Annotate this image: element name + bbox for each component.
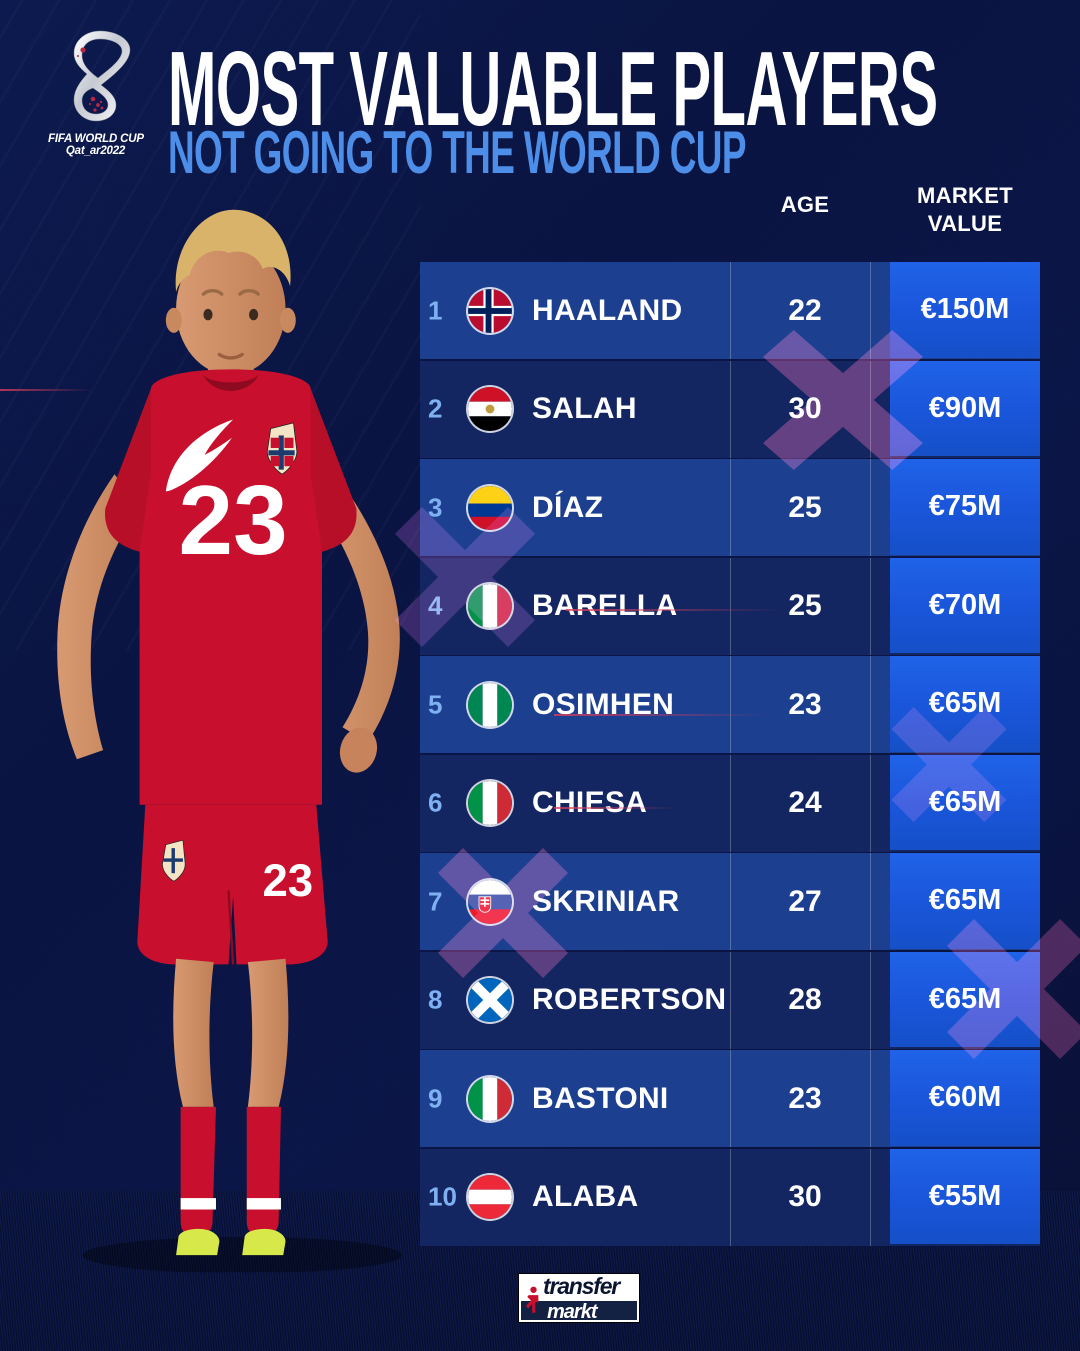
svg-text:23: 23: [179, 465, 288, 575]
svg-text:23: 23: [262, 855, 313, 906]
